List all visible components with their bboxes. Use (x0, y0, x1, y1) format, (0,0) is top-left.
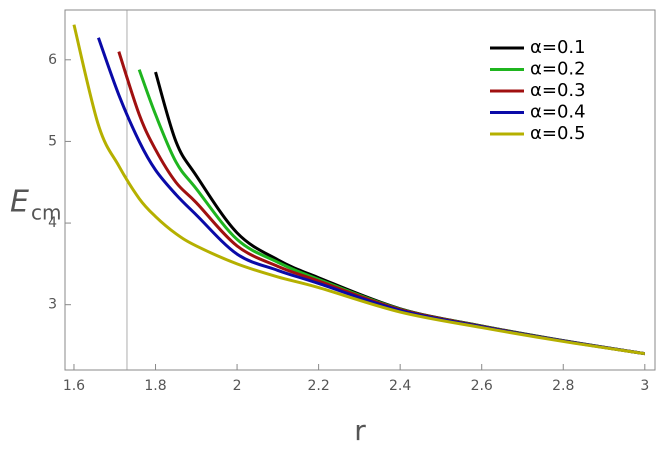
legend-label: α=0.1 (530, 37, 586, 58)
x-tick-label: 2.6 (471, 378, 493, 394)
x-tick-label: 2.8 (552, 378, 574, 394)
legend-label: α=0.3 (530, 80, 586, 101)
y-axis-label-sub: cm (31, 201, 61, 225)
series-line (72, 24, 646, 356)
x-tick-label: 2 (233, 378, 242, 394)
y-tick-label: 4 (48, 215, 57, 231)
legend-label: α=0.2 (530, 59, 586, 80)
x-tick-label: 3 (640, 378, 649, 394)
legend-label: α=0.4 (530, 102, 586, 123)
y-axis-label: E (10, 185, 29, 220)
x-axis-label: r (354, 414, 366, 447)
x-tick-label: 1.8 (144, 378, 166, 394)
y-tick-label: 3 (48, 297, 57, 313)
y-tick-label: 5 (48, 133, 57, 149)
legend-label: α=0.5 (530, 123, 586, 144)
x-tick-label: 2.2 (307, 378, 329, 394)
x-tick-label: 1.6 (63, 378, 85, 394)
x-tick-label: 2.4 (389, 378, 411, 394)
y-tick-label: 6 (48, 52, 57, 68)
plot-frame (64, 9, 656, 371)
